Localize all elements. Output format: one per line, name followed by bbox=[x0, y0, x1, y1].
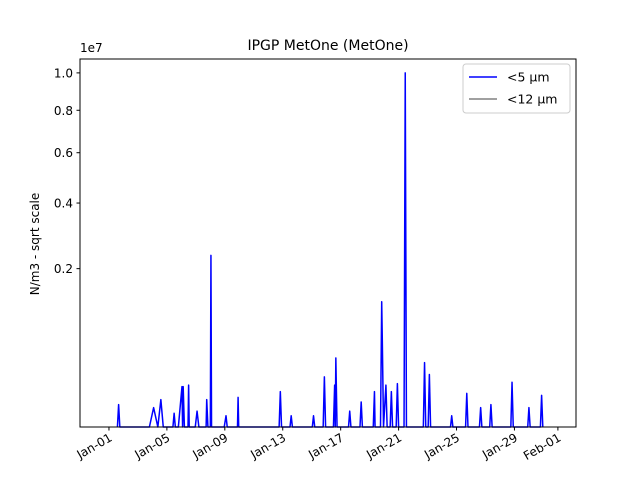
plot-frame bbox=[79, 58, 577, 428]
legend-label-0: <5 µm bbox=[507, 70, 550, 85]
chart-title: IPGP MetOne (MetOne) bbox=[247, 38, 408, 54]
y-tick-label: 0.8 bbox=[54, 104, 73, 118]
y-tick-label: 1.0 bbox=[54, 66, 73, 80]
y-tick-label: 0.2 bbox=[54, 262, 73, 276]
y-tick-label: 0.6 bbox=[54, 146, 73, 160]
y-tick-label: 0.4 bbox=[54, 197, 73, 211]
y-offset-label: 1e7 bbox=[80, 41, 103, 55]
y-axis-label: N/m3 - sqrt scale bbox=[28, 193, 42, 296]
legend: <5 µm <12 µm bbox=[462, 63, 571, 114]
y-axis-ticks: 0.2 0.4 0.6 0.8 1.0 bbox=[54, 66, 80, 276]
legend-label-1: <12 µm bbox=[507, 92, 557, 107]
